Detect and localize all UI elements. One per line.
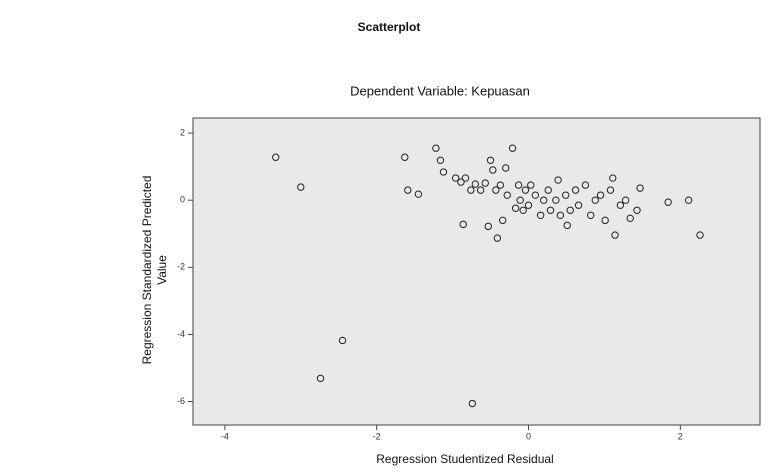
x-tick-label: -2 xyxy=(373,431,381,441)
y-axis-label: Regression Standardized Predicted xyxy=(140,176,154,365)
chart-title: Scatterplot xyxy=(358,20,421,34)
y-axis-label: Value xyxy=(155,255,169,285)
plot-area xyxy=(193,118,760,425)
y-tick-label: -4 xyxy=(177,329,185,339)
chart: Scatterplot Dependent Variable: Kepuasan… xyxy=(0,0,779,470)
x-axis-label: Regression Studentized Residual xyxy=(376,452,553,466)
y-tick-label: 2 xyxy=(180,127,185,137)
x-tick-label: 2 xyxy=(678,431,683,441)
y-tick-label: 0 xyxy=(180,195,185,205)
y-tick-label: -6 xyxy=(177,396,185,406)
x-tick-label: 0 xyxy=(526,431,531,441)
x-tick-label: -4 xyxy=(221,431,229,441)
chart-subtitle: Dependent Variable: Kepuasan xyxy=(350,83,530,98)
y-tick-label: -2 xyxy=(177,262,185,272)
